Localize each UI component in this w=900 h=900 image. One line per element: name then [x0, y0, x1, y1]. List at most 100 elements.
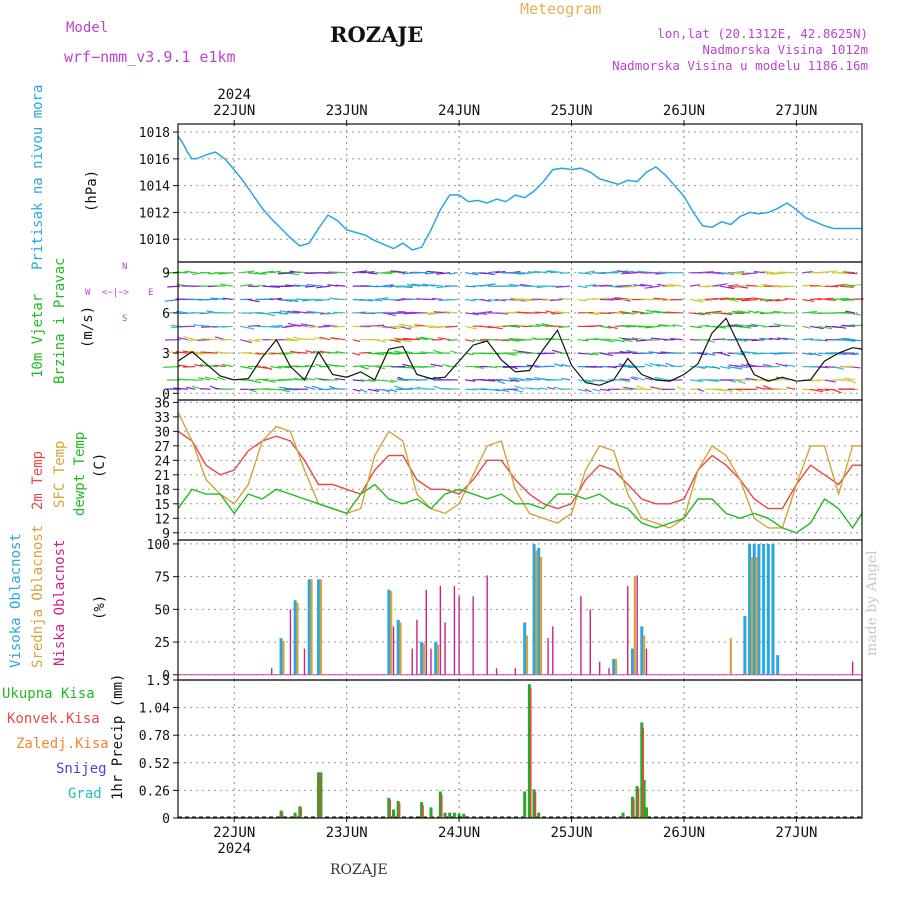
wind-arrow — [472, 312, 488, 315]
wind-arrow — [817, 339, 828, 342]
wind-arrow — [240, 339, 253, 344]
cloud-bar — [771, 543, 775, 675]
wind-arrow — [552, 285, 563, 288]
wind-arrow — [270, 365, 282, 369]
wind-arrow — [712, 338, 726, 341]
wind-arrow — [178, 364, 188, 368]
wind-arrow — [585, 270, 596, 274]
legend-total-rain: Ukupna Kisa — [2, 686, 95, 702]
wind-arrow — [802, 310, 817, 314]
temp2m-line — [177, 430, 862, 510]
wind-arrow — [515, 339, 533, 341]
wind-arrow — [428, 325, 443, 329]
altitude-model-label: Nadmorska Visina u modelu 1186.16m — [612, 58, 868, 73]
wind-arrow — [554, 363, 563, 368]
wind-arrow — [502, 379, 513, 382]
wind-arrow — [419, 312, 436, 315]
wind-arrow — [213, 364, 226, 368]
wind-arrow — [592, 272, 606, 275]
wind-arrow — [772, 388, 788, 390]
wind-arrow — [432, 297, 443, 301]
wind-arrow — [304, 385, 316, 390]
wind-arrow — [210, 297, 226, 301]
wind-arrow — [187, 350, 203, 354]
wind-arrow — [430, 363, 443, 368]
date-label-top: 23JUN — [326, 103, 368, 119]
wind-arrow — [638, 325, 653, 328]
wind-arrow — [196, 339, 211, 342]
pressure-line — [177, 135, 862, 251]
wind-arrow — [765, 298, 781, 302]
wind-arrow — [360, 365, 369, 370]
wind-arrow — [494, 379, 505, 385]
wind-arrow — [422, 283, 436, 287]
wind-arrow — [689, 379, 704, 383]
wind-arrow — [728, 364, 743, 368]
wind-arrow — [545, 310, 556, 314]
wind-arrow — [487, 270, 501, 274]
wind-arrow — [448, 272, 458, 275]
wind-arrow — [697, 285, 709, 288]
wind-arrow — [622, 339, 633, 343]
wind-arrow — [430, 284, 443, 287]
wind-arrow — [649, 339, 661, 341]
wind-arrow — [186, 386, 196, 390]
wind-arrow — [367, 272, 378, 275]
wind-arrow — [396, 285, 413, 288]
cloud-bar — [434, 642, 438, 675]
wind-arrow — [403, 337, 421, 341]
year-label-bottom: 2024 — [217, 841, 251, 857]
wind-arrow — [585, 284, 597, 287]
cloud-bar — [439, 585, 442, 675]
model-label: Model — [66, 20, 109, 36]
wind-arrow — [689, 298, 704, 303]
wind-arrow — [285, 337, 293, 341]
wind-arrow — [390, 379, 398, 383]
wind-arrow — [509, 297, 518, 301]
wind-arrow — [270, 324, 283, 327]
wind-arrow — [750, 323, 766, 327]
cloud-bar — [627, 585, 629, 675]
y-tick-label: 18 — [154, 483, 170, 498]
wind-arrow — [585, 338, 599, 341]
y-tick-label: 3 — [162, 347, 170, 362]
y-tick-label: 1.3 — [147, 674, 170, 689]
wind-arrow — [657, 283, 668, 287]
wind-arrow — [847, 379, 857, 384]
date-label-bottom: 27JUN — [775, 825, 817, 841]
precip-bar — [293, 812, 297, 818]
wind-arrow — [824, 270, 838, 274]
wind-arrow — [719, 285, 735, 290]
wind-arrow — [747, 325, 758, 327]
wind-arrow — [435, 272, 451, 275]
wind-arrow — [577, 388, 587, 392]
wind-arrow — [270, 297, 283, 301]
wind-arrow — [283, 298, 293, 301]
date-label-top: 26JUN — [663, 103, 705, 119]
wind-arrow — [712, 388, 727, 392]
wind-arrow — [842, 283, 856, 287]
cloud-bar — [296, 602, 299, 675]
cloud-bar — [453, 585, 456, 675]
wind-arrow — [734, 325, 752, 329]
precip-bar — [420, 802, 424, 818]
wind-arrow — [314, 336, 323, 341]
wind-arrow — [247, 352, 260, 356]
wind-arrow — [747, 310, 758, 314]
wind-arrow — [262, 312, 276, 317]
wind-arrow — [664, 311, 683, 314]
wind-arrow — [697, 324, 710, 327]
wind-arrow — [665, 379, 683, 382]
wind-arrow — [778, 271, 796, 274]
cloud-bar — [757, 543, 761, 675]
wind-arrow — [319, 336, 331, 341]
wind-arrow — [766, 272, 781, 275]
wind-arrow — [198, 376, 211, 381]
wind-arrow — [201, 325, 218, 328]
wind-arrow — [753, 270, 766, 274]
wind-arrow — [832, 365, 845, 370]
wind-arrow — [809, 379, 820, 382]
wind-arrow — [538, 352, 556, 355]
precip-bar — [448, 812, 452, 818]
wind-arrow — [375, 297, 389, 301]
